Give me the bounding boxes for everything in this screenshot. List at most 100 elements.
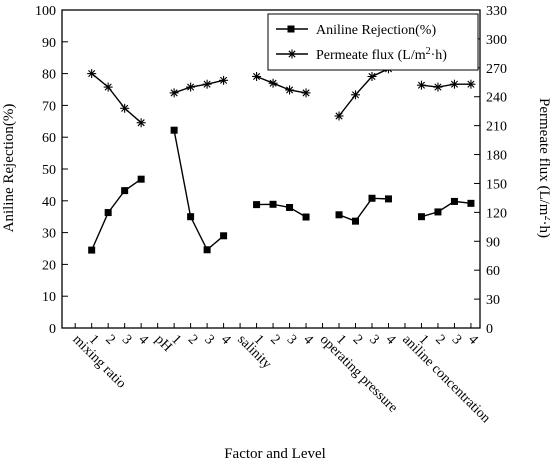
level-label: 4 [135, 332, 151, 348]
right-y-axis: 0 30 60 90 120 150 180 210 240 270 300 330 [474, 4, 507, 337]
legend-marker-flux [287, 49, 297, 59]
rejection-point [269, 200, 277, 208]
level-label: 3 [284, 332, 300, 348]
rejection-line-segment [256, 203, 307, 218]
level-label: 4 [300, 332, 316, 348]
level-label: 4 [218, 332, 234, 348]
right-y-tick-label: 60 [486, 264, 500, 279]
rejection-point [352, 217, 360, 225]
level-label: 4 [383, 332, 399, 348]
level-label: 3 [119, 332, 135, 348]
rejection-point [187, 213, 195, 221]
legend-label-rejection: Aniline Rejection(%) [316, 23, 436, 38]
flux-point [334, 111, 344, 121]
left-y-tick-label: 90 [42, 36, 56, 51]
flux-point [87, 69, 97, 79]
legend: Aniline Rejection(%) Permeate flux (L/m2… [267, 13, 479, 71]
rejection-point [121, 187, 129, 195]
left-y-axis: 0 10 20 30 40 50 60 70 80 90 100 [35, 4, 68, 337]
flux-line-segment [173, 79, 224, 94]
flux-line-segment [421, 83, 471, 88]
flux-point [301, 88, 311, 98]
flux-point [416, 80, 426, 90]
flux-point [202, 79, 212, 89]
rejection-point [253, 201, 261, 209]
rejection-point [88, 246, 96, 254]
level-label: 2 [432, 332, 448, 348]
right-y-tick-label: 90 [486, 235, 500, 250]
flux-point [120, 103, 130, 113]
rejection-point [368, 194, 376, 202]
flux-point [449, 79, 459, 89]
flux-point [252, 71, 262, 81]
flux-point [103, 82, 113, 92]
left-y-tick-label: 40 [42, 195, 56, 210]
rejection-point [203, 246, 211, 254]
flux-line-segment [338, 68, 389, 117]
left-y-tick-label: 30 [42, 227, 56, 242]
right-y-tick-label: 330 [486, 4, 507, 19]
rejection-line-segment [91, 178, 142, 251]
right-y-tick-label: 300 [486, 33, 507, 48]
rejection-point [104, 209, 112, 217]
rejection-point [467, 199, 475, 207]
rejection-point [384, 195, 392, 203]
rejection-point [170, 126, 178, 134]
right-y-tick-label: 120 [486, 206, 507, 221]
left-y-tick-label: 80 [42, 68, 56, 83]
legend-asterisk-glyph [287, 49, 297, 59]
left-y-tick-label: 70 [42, 99, 56, 114]
flux-line-segment [256, 75, 307, 94]
rejection-point [417, 213, 425, 221]
right-y-tick-label: 0 [486, 322, 493, 337]
level-label: 3 [366, 332, 382, 348]
right-y-axis-title: Permeate flux (L/m2·h) [536, 98, 550, 238]
flux-point [433, 82, 443, 92]
left-y-axis-title: Aniline Rejection(%) [1, 104, 17, 233]
rejection-line-segment [338, 197, 389, 223]
factor-label: aniline concentration [399, 332, 493, 426]
flux-line-segment [91, 73, 142, 124]
level-label: 4 [465, 332, 481, 348]
left-y-tick-label: 20 [42, 258, 56, 273]
right-y-tick-label: 30 [486, 293, 500, 308]
level-label: 2 [185, 332, 201, 348]
x-axis-title: Factor and Level [224, 446, 326, 462]
rejection-point [302, 213, 310, 221]
level-label: 2 [102, 332, 118, 348]
rejection-point [286, 203, 294, 211]
rejection-line-segment [173, 130, 225, 251]
rejection-point [335, 211, 343, 219]
level-label: 2 [350, 332, 366, 348]
left-y-tick-label: 0 [49, 322, 56, 337]
flux-point [285, 85, 295, 95]
level-label: 2 [267, 332, 283, 348]
rejection-point [220, 232, 228, 240]
series-lines [91, 68, 471, 251]
right-y-tick-label: 210 [486, 120, 507, 135]
legend-label-flux: Permeate flux (L/m2·h) [316, 46, 447, 64]
rejection-point [434, 208, 442, 216]
left-y-tick-label: 100 [35, 4, 56, 19]
level-label: 3 [201, 332, 217, 348]
right-y-tick-label: 150 [486, 177, 507, 192]
flux-point [136, 118, 146, 128]
flux-point [466, 79, 476, 89]
left-y-tick-label: 10 [42, 290, 56, 305]
legend-box [267, 13, 479, 71]
flux-point [169, 88, 179, 98]
rejection-point [450, 197, 458, 205]
left-y-tick-label: 50 [42, 163, 56, 178]
rejection-line-segment [421, 200, 471, 218]
level-label: 3 [449, 332, 465, 348]
legend-marker-rejection [287, 25, 295, 33]
flux-point [219, 75, 229, 85]
flux-point [186, 82, 196, 92]
right-y-tick-label: 180 [486, 149, 507, 164]
right-y-tick-label: 240 [486, 91, 507, 106]
flux-point [351, 90, 361, 100]
left-y-tick-label: 60 [42, 131, 56, 146]
rejection-point [137, 175, 145, 183]
